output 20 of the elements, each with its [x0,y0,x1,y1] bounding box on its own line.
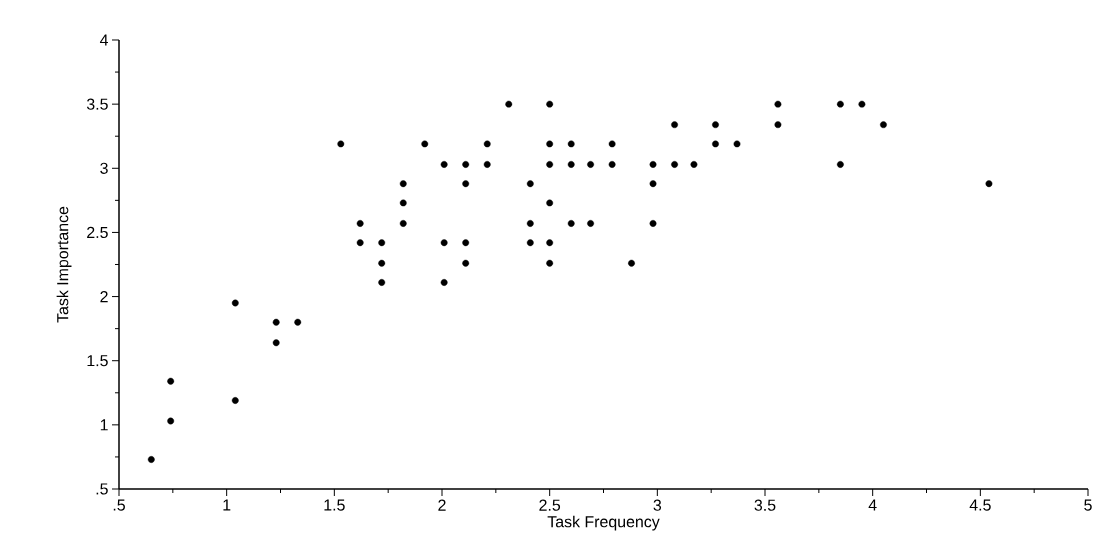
x-tick-label: 5 [1084,499,1092,511]
x-axis-title: Task Frequency [547,515,660,531]
y-tick-label: 4 [99,34,109,46]
y-tick-label: .5 [96,483,108,495]
x-tick-label: 2 [438,499,446,511]
x-tick-label: 3 [653,499,662,511]
y-tick-label: 1.5 [87,355,108,367]
y-tick-label: 3.5 [86,98,108,110]
y-tick-label: 1 [100,419,108,431]
x-tick-label: 4 [868,499,877,511]
y-tick-label: 2 [100,291,108,303]
y-tick-label: 3 [100,162,108,174]
y-tick-label: 2.5 [87,226,108,239]
x-tick-label: 1 [223,499,231,511]
x-tick-label: 3.5 [754,499,776,511]
x-tick-label: 2.5 [539,499,561,511]
x-tick-label: 1.5 [324,499,345,511]
y-axis-title: Task Importance [56,206,72,323]
x-tick-label: 4.5 [969,499,991,511]
x-tick-label: .5 [113,499,125,511]
